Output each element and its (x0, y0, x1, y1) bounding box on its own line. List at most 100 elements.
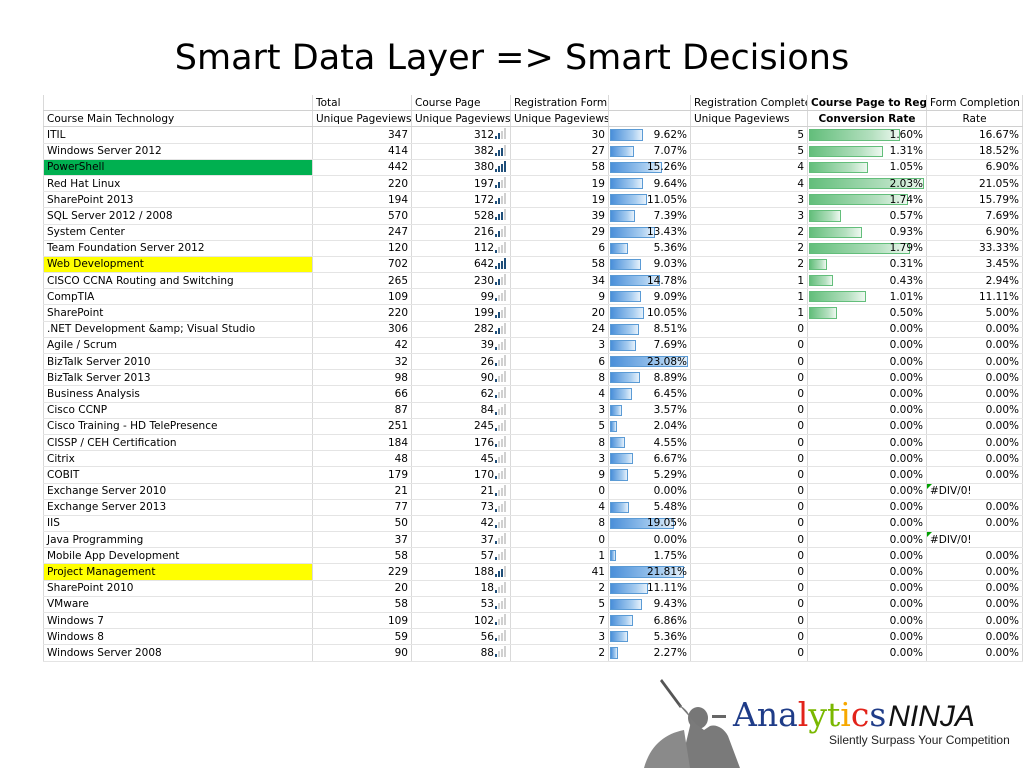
form-completion-rate-value: 3.45% (985, 258, 1019, 271)
conversion-rate-value: 0.00% (889, 387, 923, 400)
form-completion-rate-cell: 0.00% (926, 402, 1023, 419)
registration-form-pageviews-cell: 6 (510, 353, 609, 371)
conversion-rate-cell: 1.01% (807, 288, 927, 306)
header-cell (43, 95, 313, 112)
form-completion-rate-cell: 2.94% (926, 272, 1023, 290)
total-pageviews-cell: 50 (312, 515, 412, 533)
form-completion-rate-cell: 0.00% (926, 450, 1023, 468)
form-completion-rate-value: 21.05% (978, 177, 1019, 190)
conversion-rate-value: 0.57% (889, 209, 923, 222)
course-page-value: 88 (480, 646, 494, 659)
form-completion-rate-value: 0.00% (985, 371, 1019, 384)
registration-rate-data-bar (610, 145, 634, 157)
form-completion-rate-value: 0.00% (985, 339, 1019, 352)
conversion-rate-cell: 0.57% (807, 207, 927, 225)
registration-rate-value: 9.09% (653, 290, 687, 303)
form-completion-rate-value: 0.00% (985, 387, 1019, 400)
course-page-pageviews-cell: 216 (411, 224, 511, 241)
registration-complete-cell: 1 (690, 272, 808, 290)
registration-rate-data-bar (610, 307, 644, 319)
registration-complete-cell: 0 (690, 547, 808, 565)
course-page-value: 112 (473, 242, 494, 255)
registration-complete-cell: 0 (690, 531, 808, 549)
registration-form-pageviews-cell: 8 (510, 515, 609, 533)
signal-strength-icon (495, 306, 507, 318)
course-page-value: 45 (480, 452, 494, 465)
course-page-value: 380 (473, 161, 494, 174)
course-technology-cell: SharePoint 2013 (43, 191, 313, 209)
conversion-rate-value: 0.00% (889, 436, 923, 449)
course-page-pageviews-cell: 45 (411, 450, 511, 468)
form-completion-rate-value: 0.00% (985, 452, 1019, 465)
conversion-rate-value: 0.00% (889, 452, 923, 465)
signal-strength-icon (495, 533, 507, 545)
conversion-rate-value: 0.00% (889, 566, 923, 579)
registration-rate-cell: 0.00% (608, 483, 691, 500)
registration-rate-value: 15.26% (646, 161, 687, 174)
table-row: BizTalk Server 2010 32 26 6 23.08% 0 0.00% 0.00… (43, 353, 1023, 371)
registration-rate-data-bar (610, 517, 675, 530)
course-technology-cell: Red Hat Linux (43, 175, 313, 193)
table-row: Exchange Server 2010 21 21 0 0.00% 0 0.00% #DIV… (43, 483, 1023, 500)
logo-letter: l (797, 695, 809, 734)
registration-rate-cell: 5.29% (608, 466, 691, 484)
signal-strength-icon (495, 387, 507, 399)
registration-rate-value: 0.00% (653, 485, 687, 498)
error-indicator-icon (927, 483, 932, 489)
table-row: SharePoint 220 199 20 10.05% 1 0.50% 5.00% (43, 304, 1023, 322)
conversion-rate-value: 0.00% (889, 614, 923, 627)
course-page-pageviews-cell: 102 (411, 612, 511, 630)
course-technology-cell: CISCO CCNA Routing and Switching (43, 272, 313, 290)
registration-complete-cell: 0 (690, 385, 808, 403)
logo-letter: n (756, 695, 779, 734)
conversion-rate-value: 0.00% (889, 598, 923, 611)
registration-rate-cell: 9.43% (608, 596, 691, 614)
course-page-value: 26 (480, 355, 494, 368)
course-technology-cell: .NET Development &amp; Visual Studio (43, 321, 313, 338)
conversion-rate-cell: 0.00% (807, 499, 927, 516)
registration-rate-cell: 14.78% (608, 272, 691, 290)
slide-title: Smart Data Layer => Smart Decisions (174, 38, 850, 78)
signal-strength-icon (495, 630, 507, 642)
course-technology-cell: SQL Server 2012 / 2008 (43, 207, 313, 225)
form-completion-rate-value: 5.00% (985, 307, 1019, 320)
form-completion-rate-cell: 18.52% (926, 143, 1023, 160)
course-page-value: 176 (473, 436, 494, 449)
course-technology-cell: CISSP / CEH Certification (43, 434, 313, 452)
course-page-value: 62 (480, 387, 494, 400)
table-row: Business Analysis 66 62 4 6.45% 0 0.00% 0.00% (43, 385, 1023, 403)
form-completion-rate-value: #DIV/0! (930, 485, 972, 498)
table-row: IIS 50 42 8 19.05% 0 0.00% 0.00% (43, 515, 1023, 533)
conversion-rate-data-bar (809, 275, 834, 287)
course-technology-cell: Mobile App Development (43, 547, 313, 565)
form-completion-rate-cell: 15.79% (926, 191, 1023, 209)
conversion-rate-cell: 1.05% (807, 159, 927, 176)
registration-complete-cell: 4 (690, 159, 808, 176)
registration-rate-data-bar (610, 420, 617, 432)
form-completion-rate-cell: 0.00% (926, 369, 1023, 387)
course-page-value: 528 (473, 209, 494, 222)
form-completion-rate-value: 0.00% (985, 566, 1019, 579)
total-pageviews-cell: 20 (312, 580, 412, 597)
signal-strength-icon (495, 597, 507, 609)
signal-strength-icon (495, 565, 507, 577)
total-pageviews-cell: 32 (312, 353, 412, 371)
signal-strength-icon (495, 549, 507, 561)
registration-rate-data-bar (610, 550, 616, 562)
total-pageviews-cell: 347 (312, 126, 412, 144)
table-row: Exchange Server 2013 77 73 4 5.48% 0 0.00% 0.00… (43, 499, 1023, 516)
registration-form-pageviews-cell: 0 (510, 531, 609, 549)
course-page-pageviews-cell: 199 (411, 304, 511, 322)
course-page-pageviews-cell: 26 (411, 353, 511, 371)
registration-rate-data-bar (610, 388, 632, 400)
total-pageviews-cell: 570 (312, 207, 412, 225)
course-page-pageviews-cell: 53 (411, 596, 511, 614)
conversion-rate-cell: 0.00% (807, 369, 927, 387)
form-completion-rate-value: 0.00% (985, 630, 1019, 643)
form-completion-rate-value: 15.79% (978, 193, 1019, 206)
registration-rate-cell: 11.11% (608, 580, 691, 597)
course-technology-cell: Team Foundation Server 2012 (43, 240, 313, 257)
registration-rate-value: 9.43% (653, 598, 687, 611)
registration-rate-data-bar (610, 372, 641, 384)
total-pageviews-cell: 442 (312, 159, 412, 176)
